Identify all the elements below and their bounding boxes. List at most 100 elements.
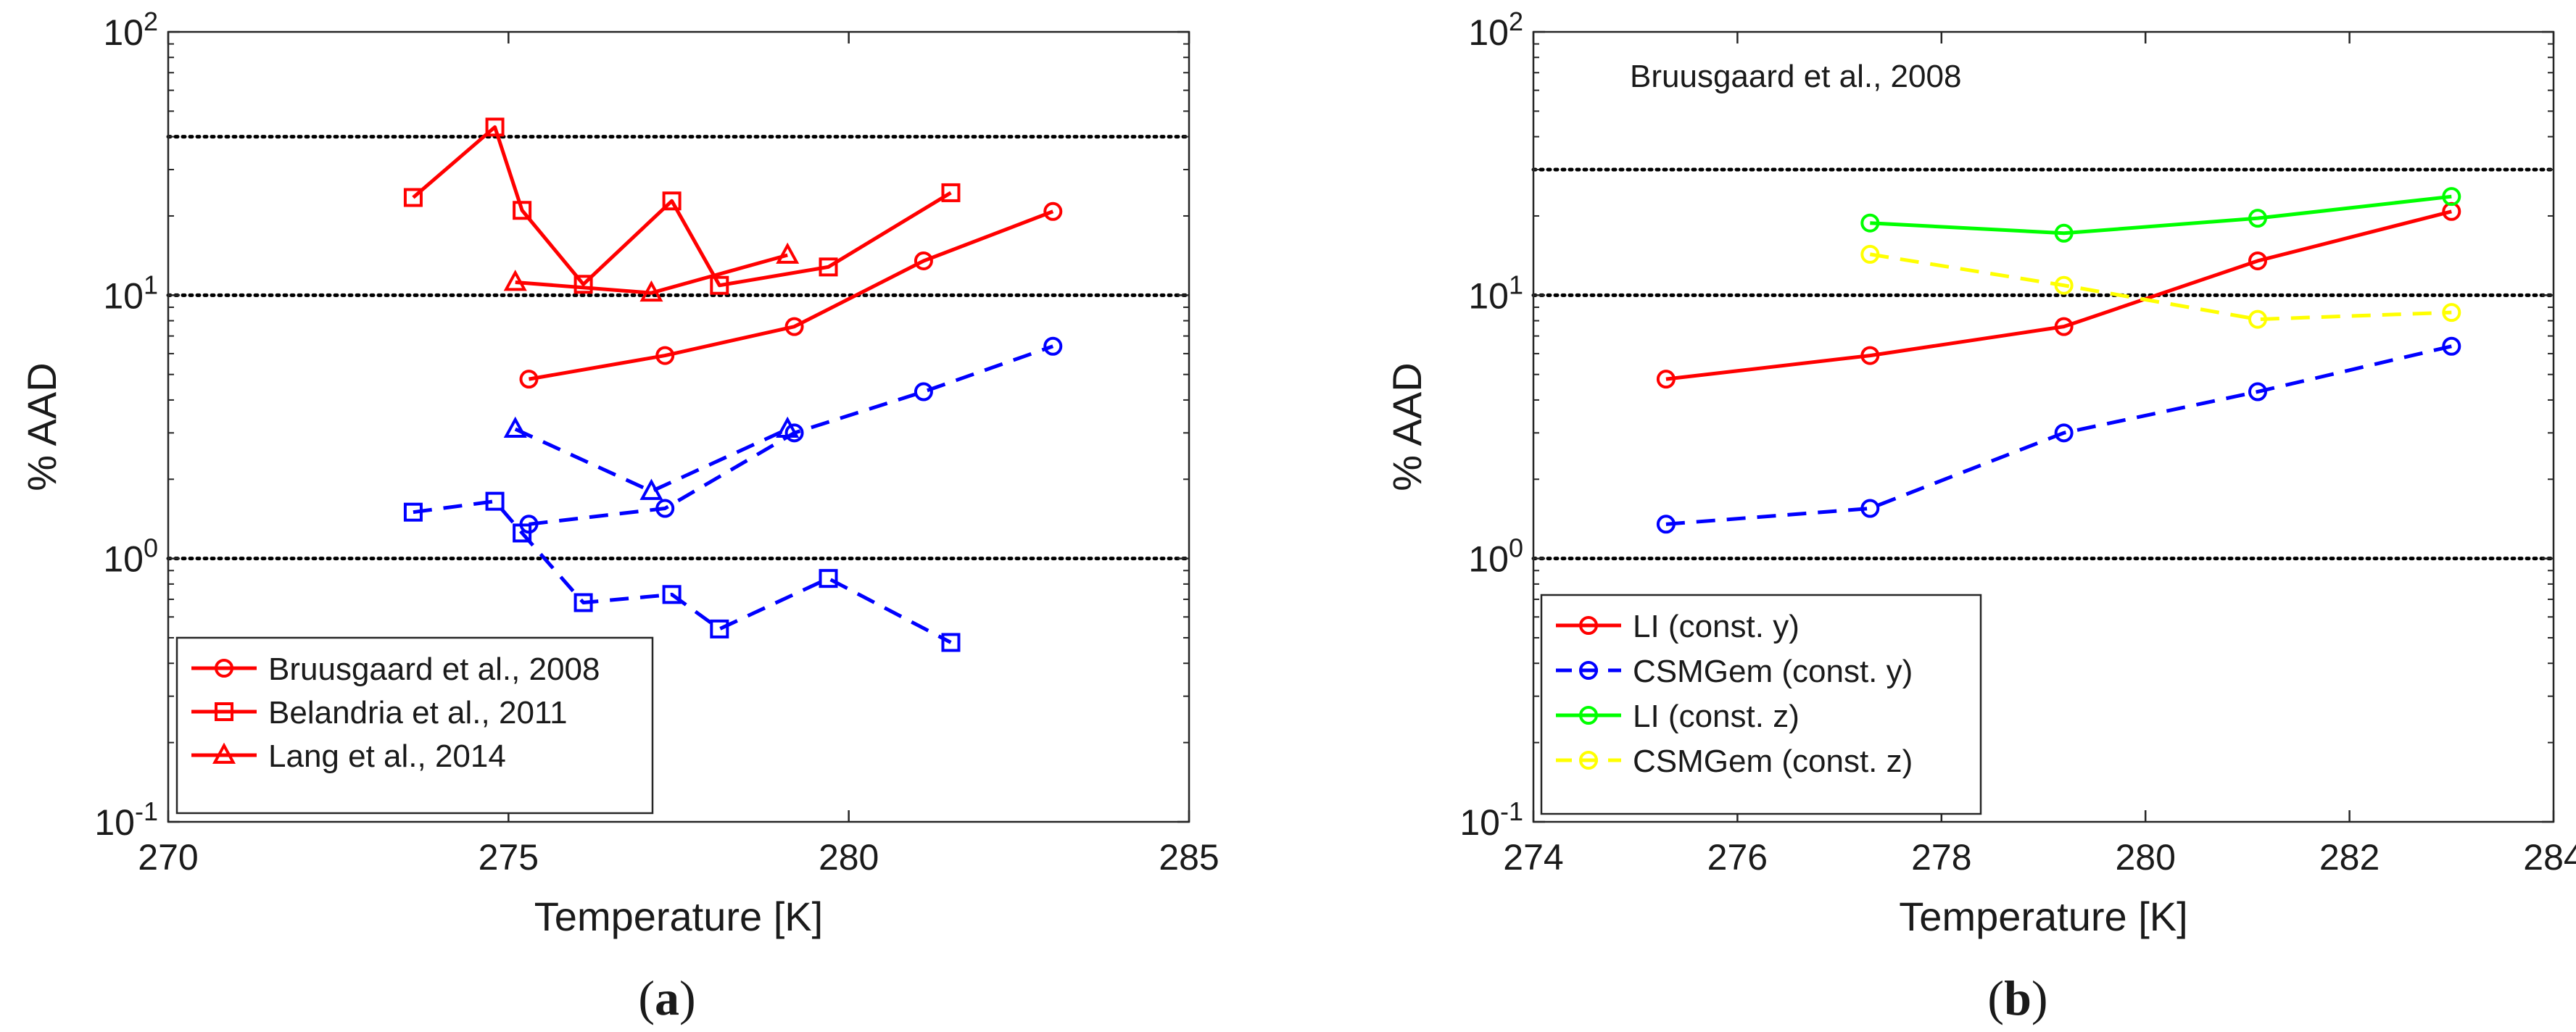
data-point xyxy=(485,117,505,137)
series-5 xyxy=(503,416,800,500)
data-point xyxy=(1860,244,1880,264)
x-tick-label: 282 xyxy=(2319,837,2380,878)
y-axis-label: % AAD xyxy=(1384,362,1430,491)
y-tick-base: 10 xyxy=(1468,539,1509,580)
data-point xyxy=(503,270,527,291)
y-tick-base: 10 xyxy=(94,802,135,843)
data-point xyxy=(710,619,729,638)
series-1 xyxy=(403,117,961,295)
legend-label: Belandria et al., 2011 xyxy=(268,695,568,731)
data-point xyxy=(485,491,505,511)
data-point xyxy=(403,188,423,207)
data-point xyxy=(710,275,729,295)
legend-label: CSMGem (const. z) xyxy=(1633,744,1913,779)
data-point xyxy=(914,251,933,270)
data-point xyxy=(776,416,800,438)
series-4 xyxy=(403,491,961,652)
series-line xyxy=(514,427,789,494)
data-point xyxy=(1860,499,1880,518)
data-point xyxy=(513,201,532,220)
data-point xyxy=(1043,201,1063,221)
y-axis-label: % AAD xyxy=(19,362,65,491)
legend-swatch-marker xyxy=(215,659,233,678)
y-tick-base: 10 xyxy=(1459,802,1500,843)
data-point xyxy=(662,191,682,211)
data-point xyxy=(573,275,593,294)
series-0 xyxy=(519,201,1063,389)
y-tick-label: 102 xyxy=(1468,7,1523,53)
data-point xyxy=(2054,275,2074,295)
y-tick-base: 10 xyxy=(103,275,144,316)
data-point xyxy=(639,280,663,302)
x-axis-label: Temperature [K] xyxy=(534,894,823,939)
x-tick-label: 280 xyxy=(2115,837,2175,878)
x-tick-label: 275 xyxy=(479,837,539,878)
y-tick-label: 101 xyxy=(103,270,158,316)
series-line xyxy=(1665,344,2452,526)
data-point xyxy=(2248,382,2267,401)
legend-label: Lang et al., 2014 xyxy=(268,738,506,774)
series-3 xyxy=(1860,244,2461,329)
series-line xyxy=(515,253,788,295)
y-tick-exponent: 0 xyxy=(1509,533,1523,563)
y-tick-base: 10 xyxy=(103,539,144,580)
y-tick-label: 10-1 xyxy=(1459,796,1523,843)
data-point xyxy=(1656,370,1676,389)
legend: LI (const. y) CSMGem (const. y) LI (const.… xyxy=(1540,594,1982,815)
data-point xyxy=(2054,317,2074,336)
legend-label: LI (const. z) xyxy=(1633,699,1800,734)
panel-caption: (a) xyxy=(638,970,695,1025)
data-point xyxy=(2248,209,2267,228)
legend-swatch-marker xyxy=(1579,616,1598,635)
data-point xyxy=(1860,346,1880,365)
data-point xyxy=(655,499,675,518)
legend-box xyxy=(1540,594,1982,815)
data-point xyxy=(1860,213,1880,233)
y-tick-base: 10 xyxy=(1468,12,1509,53)
data-point xyxy=(662,585,682,604)
y-tick-label: 100 xyxy=(1468,533,1523,580)
data-point xyxy=(941,183,961,202)
series-line xyxy=(1869,252,2452,322)
data-point xyxy=(403,502,423,522)
y-tick-label: 10-1 xyxy=(94,796,158,843)
data-point xyxy=(655,346,675,365)
y-tick-exponent: 0 xyxy=(144,533,158,563)
series-line xyxy=(413,499,952,644)
y-tick-exponent: -1 xyxy=(1500,796,1523,826)
data-point xyxy=(2054,423,2074,443)
x-tick-label: 276 xyxy=(1707,837,1768,878)
y-tick-label: 101 xyxy=(1468,270,1523,316)
series-2 xyxy=(503,242,800,302)
chart-title: Bruusgaard et al., 2008 xyxy=(1630,59,1961,94)
data-point xyxy=(819,257,838,277)
data-point xyxy=(2248,309,2267,329)
y-tick-base: 10 xyxy=(1468,275,1509,316)
data-point xyxy=(1656,515,1676,534)
legend: Bruusgaard et al., 2008 Belandria et al.,… xyxy=(175,636,654,815)
data-point xyxy=(513,523,532,543)
data-point xyxy=(819,569,838,588)
data-point xyxy=(639,478,663,500)
y-tick-base: 10 xyxy=(103,12,144,53)
y-tick-exponent: 1 xyxy=(144,270,158,299)
x-tick-label: 284 xyxy=(2523,837,2576,878)
data-point xyxy=(941,633,961,652)
legend-box xyxy=(175,636,654,815)
x-tick-label: 280 xyxy=(819,837,879,878)
series-line xyxy=(412,125,952,288)
data-point xyxy=(2442,336,2461,356)
legend-swatch-marker xyxy=(215,702,233,721)
x-tick-label: 285 xyxy=(1159,837,1219,878)
axes-box xyxy=(1532,30,2555,823)
data-point xyxy=(519,370,539,389)
legend-swatch-marker xyxy=(212,742,236,764)
series-line xyxy=(1870,194,2452,236)
y-tick-label: 100 xyxy=(103,533,158,580)
data-point xyxy=(784,317,804,336)
panel-caption-letter: a xyxy=(655,970,679,1025)
data-point xyxy=(2054,223,2074,243)
